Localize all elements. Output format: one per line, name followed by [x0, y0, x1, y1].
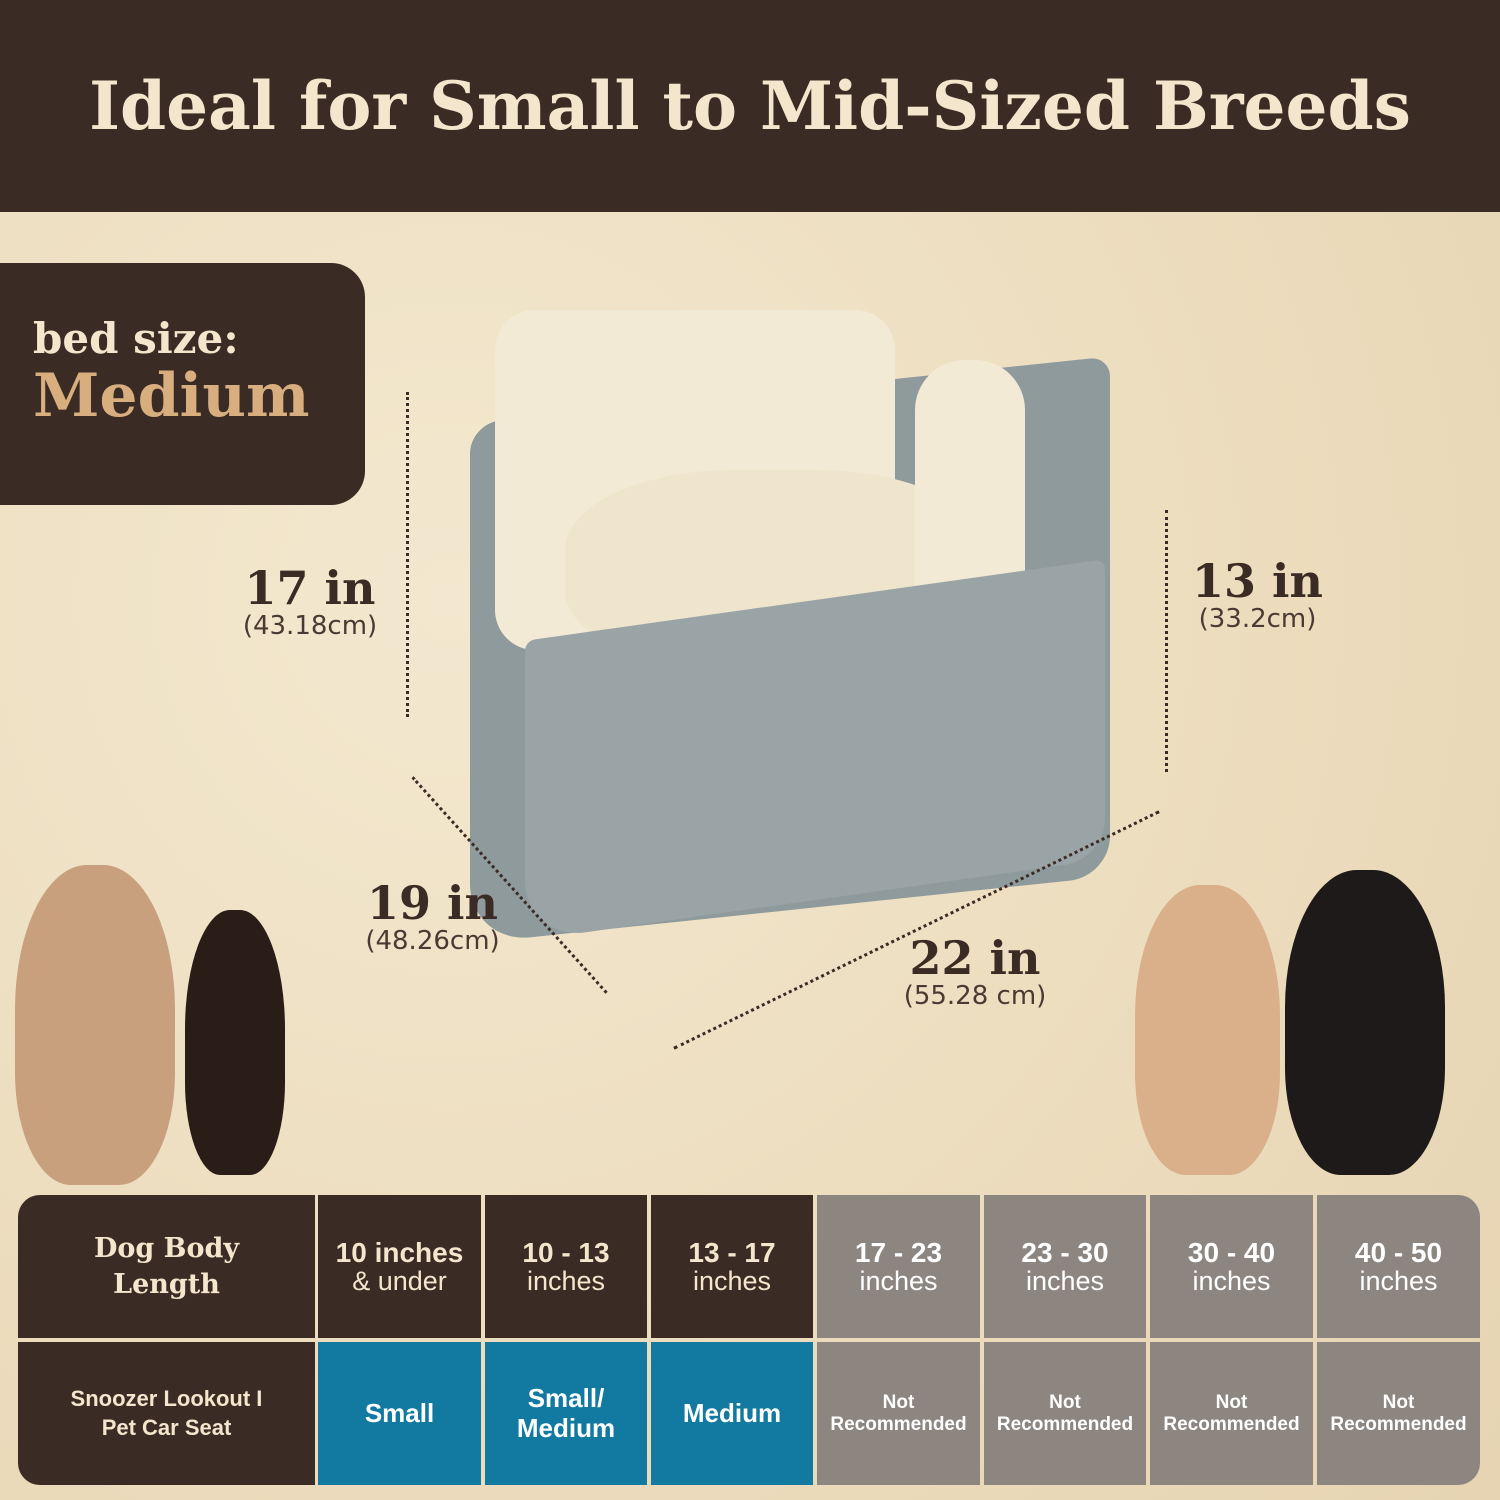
dim-cm: (48.26cm): [365, 926, 500, 956]
row-header-text: Dog Body Length: [93, 1233, 240, 1300]
row-header-product: Snoozer Lookout I Pet Car Seat: [18, 1342, 315, 1485]
length-cell: 10 - 13 inches: [485, 1195, 647, 1338]
not-recommended-cell: Not Recommended: [1317, 1342, 1480, 1485]
not-recommended-cell: Not Recommended: [817, 1342, 980, 1485]
length-range: 30 - 40: [1187, 1236, 1276, 1268]
length-range: 17 - 23: [854, 1236, 943, 1268]
height-front-arrow: [1165, 510, 1168, 772]
border-collie-image: [1285, 870, 1445, 1175]
length-range: 13 - 17: [688, 1236, 776, 1268]
pinscher-image: [185, 910, 285, 1175]
dim-inches: 22 in: [909, 931, 1041, 985]
length-cell: 40 - 50 inches: [1317, 1195, 1480, 1338]
row-header-body-length: Dog Body Length: [18, 1195, 315, 1338]
dim-cm: (55.28 cm): [903, 981, 1047, 1011]
dim-inches: 19 in: [367, 876, 498, 930]
height-back-arrow: [406, 392, 409, 717]
fit-cell: Small/ Medium: [485, 1342, 647, 1485]
fit-cell: Small: [318, 1342, 481, 1485]
fit-text: Small/ Medium: [516, 1382, 616, 1443]
header-banner: Ideal for Small to Mid-Sized Breeds: [0, 0, 1500, 212]
poodle-image: [15, 865, 175, 1185]
length-range: 10 inches: [335, 1236, 464, 1268]
length-range: 23 - 30: [1021, 1236, 1109, 1268]
length-cell: 17 - 23 inches: [817, 1195, 980, 1338]
fit-text: Not Recommended: [1330, 1391, 1467, 1435]
fit-text: Medium: [682, 1397, 782, 1428]
length-cell: 23 - 30 inches: [984, 1195, 1146, 1338]
car-seat-image: [465, 310, 1110, 944]
length-cell: 10 inches & under: [318, 1195, 481, 1338]
length-unit: inches: [1192, 1266, 1271, 1297]
length-unit: inches: [1025, 1266, 1105, 1297]
length-range: 40 - 50: [1354, 1236, 1443, 1268]
not-recommended-cell: Not Recommended: [1150, 1342, 1313, 1485]
dim-inches: 17 in: [244, 561, 376, 615]
fit-text: Not Recommended: [830, 1391, 967, 1435]
fit-text: Not Recommended: [1163, 1391, 1300, 1435]
not-recommended-cell: Not Recommended: [984, 1342, 1146, 1485]
width-label: 22 in (55.28 cm): [880, 935, 1070, 1011]
fit-text: Not Recommended: [996, 1391, 1134, 1435]
length-range: 10 - 13: [522, 1236, 610, 1268]
dim-cm: (33.2cm): [1198, 604, 1317, 634]
length-unit: & under: [352, 1266, 447, 1297]
height-back-label: 17 in (43.18cm): [225, 565, 395, 641]
page-title: Ideal for Small to Mid-Sized Breeds: [89, 67, 1411, 145]
length-cell: 30 - 40 inches: [1150, 1195, 1313, 1338]
fit-cell: Medium: [651, 1342, 813, 1485]
beagle-image: [1135, 885, 1280, 1175]
row-header-text: Snoozer Lookout I Pet Car Seat: [70, 1385, 263, 1440]
depth-label: 19 in (48.26cm): [345, 880, 520, 956]
length-unit: inches: [692, 1266, 772, 1297]
fit-text: Small: [364, 1397, 435, 1428]
bed-size-label: bed size:: [33, 314, 239, 363]
bed-size-badge: bed size: Medium: [0, 263, 365, 505]
length-unit: inches: [1359, 1266, 1438, 1297]
length-cell: 13 - 17 inches: [651, 1195, 813, 1338]
dim-inches: 13 in: [1192, 554, 1323, 608]
bed-size-value: Medium: [33, 361, 310, 431]
dim-cm: (43.18cm): [242, 611, 378, 641]
height-front-label: 13 in (33.2cm): [1180, 558, 1335, 634]
length-unit: inches: [859, 1266, 938, 1297]
length-unit: inches: [526, 1266, 606, 1297]
